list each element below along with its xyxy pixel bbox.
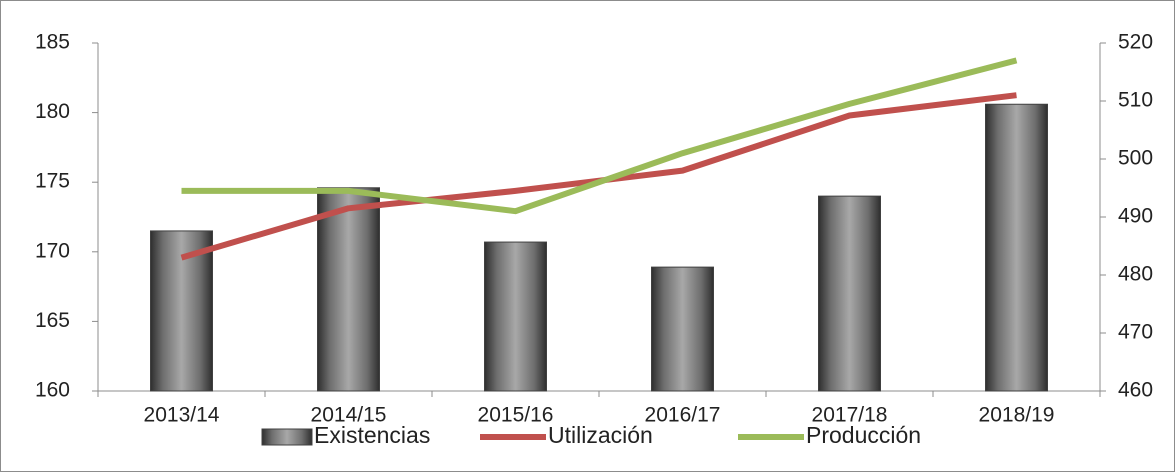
y-tick-label: 180 [35,100,70,123]
y2-tick-label: 500 [1118,147,1153,170]
y2-tick-label: 480 [1118,263,1153,286]
y2-tick-label: 520 [1118,31,1153,54]
x-tick-label: 2017/18 [812,404,888,427]
bar [818,195,881,392]
y-tick-label: 185 [35,31,70,54]
bar [317,187,380,392]
x-tick-label: 2018/19 [979,404,1055,427]
y2-tick-label: 470 [1118,321,1153,344]
line [181,57,1018,215]
x-tick-label: 2013/14 [144,404,220,427]
bar [651,266,714,392]
x-tick-label: 2015/16 [478,404,554,427]
y-tick-label: 170 [35,239,70,262]
y2-tick-label: 490 [1118,205,1153,228]
bar [985,103,1048,392]
y-tick-label: 175 [35,170,70,193]
x-tick-label: 2014/15 [311,404,387,427]
legend-label: Producción [806,422,921,448]
y2-tick-label: 460 [1118,379,1153,402]
y-tick-label: 165 [35,309,70,332]
legend-swatch [261,428,313,446]
legend-label: Existencias [314,422,430,448]
y2-tick-label: 510 [1118,89,1153,112]
bar [484,241,547,392]
y-tick-label: 160 [35,379,70,402]
legend-label: Utilización [548,422,653,448]
x-tick-label: 2016/17 [645,404,721,427]
